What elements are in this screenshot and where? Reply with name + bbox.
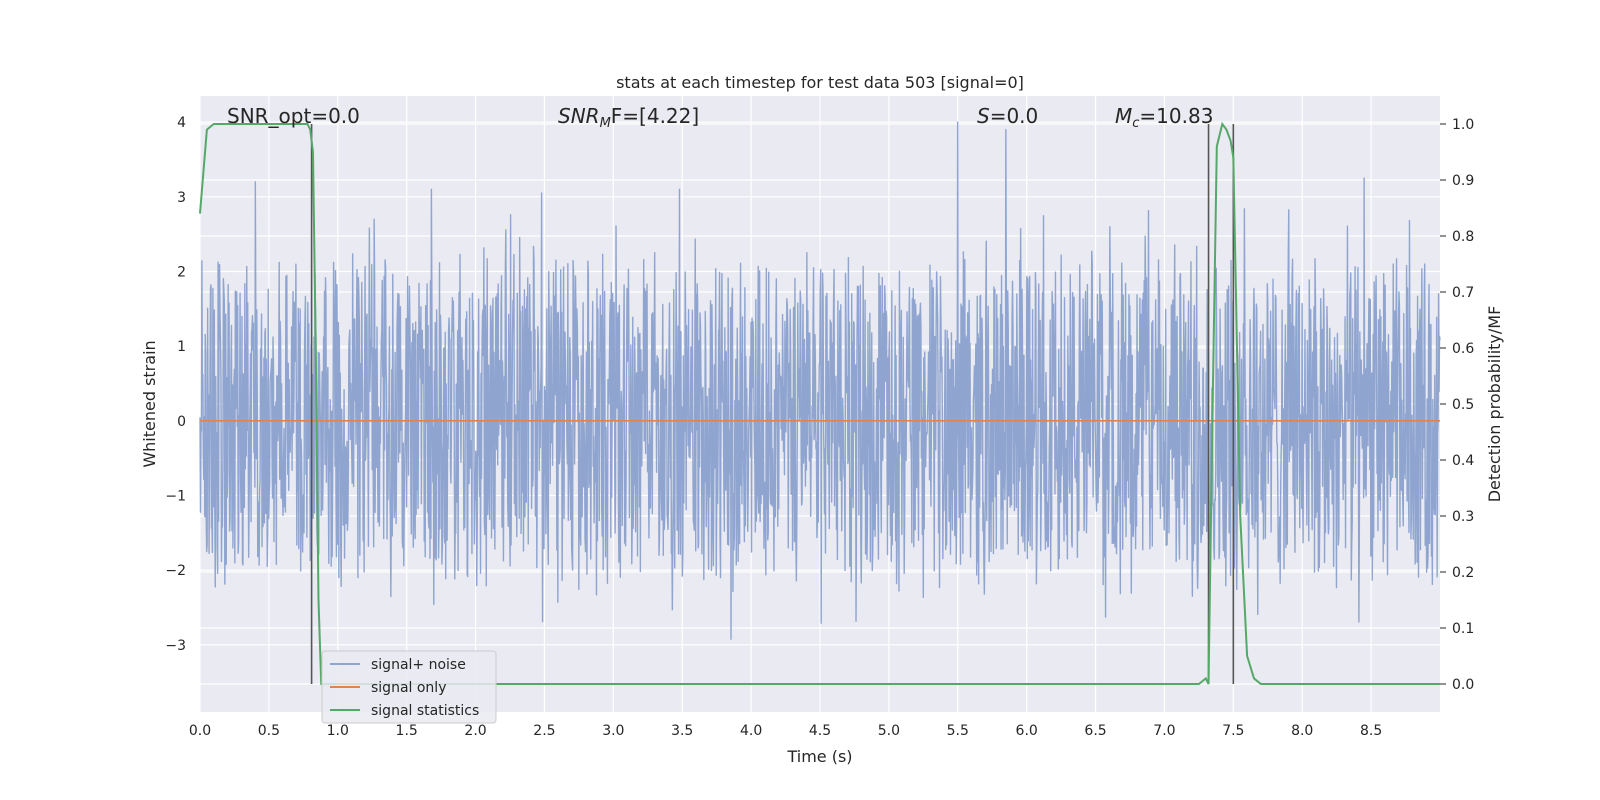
x-tick-label: 1.5 [396,723,418,739]
snr-mf-prefix: SNR [558,104,600,128]
legend-label-signal-only: signal only [371,680,446,696]
x-tick-label: 3.5 [671,723,693,739]
mc-subscript: c [1132,116,1139,131]
right-y-tick-label: 0.9 [1452,173,1474,189]
x-tick-label: 7.0 [1153,723,1175,739]
x-tick-label: 2.0 [464,723,486,739]
x-tick-label: 6.0 [1016,723,1038,739]
x-tick-label: 0.0 [189,723,211,739]
y-tick-label: −1 [165,488,186,504]
mc-value: =10.83 [1139,104,1213,128]
y-tick-label: −2 [165,563,186,579]
snr-mf-subscript: M [600,116,611,131]
right-y-tick-label: 1.0 [1452,117,1474,133]
mc-name: M [1115,104,1132,128]
x-tick-label: 8.5 [1360,723,1382,739]
x-axis-label: Time (s) [786,747,852,766]
y-tick-label: −3 [165,638,186,654]
annotation-mc: Mc=10.83 [1115,104,1213,131]
right-y-tick-label: 0.0 [1452,677,1474,693]
y-axis-ticks: −3 −2 −1 0 1 2 3 4 [165,115,186,654]
vertical-markers [310,124,1235,684]
right-y-tick-label: 0.3 [1452,509,1474,525]
s-value: =0.0 [990,104,1039,128]
right-y-axis-ticks: 0.0 0.1 0.2 0.3 0.4 0.5 0.6 0.7 0.8 0.9 1.0 [1440,117,1474,693]
x-tick-label: 6.5 [1084,723,1106,739]
right-y-tick-label: 0.5 [1452,397,1474,413]
right-y-tick-label: 0.4 [1452,453,1474,469]
chart-title: stats at each timestep for test data 503… [616,73,1024,92]
y-tick-label: 2 [177,264,186,280]
annotation-s: S=0.0 [977,104,1038,128]
right-y-tick-label: 0.2 [1452,565,1474,581]
snr-mf-value: F=[4.22] [611,104,699,128]
right-y-tick-label: 0.6 [1452,341,1474,357]
right-y-tick-label: 0.8 [1452,229,1474,245]
x-tick-label: 3.0 [602,723,624,739]
x-tick-label: 2.5 [533,723,555,739]
y-axis-label: Whitened strain [140,340,159,467]
legend-box [321,650,497,724]
x-tick-label: 0.5 [258,723,280,739]
x-tick-label: 5.0 [878,723,900,739]
legend: signal+ noise signal only signal statist… [321,650,497,724]
signal-statistics-line [199,121,1440,685]
annotation-snr-mf: SNRMF=[4.22] [558,104,699,131]
y-tick-label: 1 [177,339,186,355]
x-tick-label: 5.5 [947,723,969,739]
right-y-axis-label: Detection probability/MF [1485,306,1504,503]
x-tick-label: 4.0 [740,723,762,739]
x-tick-label: 7.5 [1222,723,1244,739]
s-name: S [977,104,990,128]
x-tick-label: 4.5 [809,723,831,739]
x-tick-label: 8.0 [1291,723,1313,739]
right-y-tick-label: 0.1 [1452,621,1474,637]
y-tick-label: 0 [177,414,186,430]
x-axis-ticks: 0.0 0.5 1.0 1.5 2.0 2.5 3.0 3.5 4.0 4.5 5.0 5.5 6.0 6… [189,723,1382,739]
right-y-tick-label: 0.7 [1452,285,1474,301]
annotation-snr-opt: SNR_opt=0.0 [227,104,360,128]
legend-label-signal-plus-noise: signal+ noise [371,657,466,673]
y-tick-label: 4 [177,115,186,131]
x-tick-label: 1.0 [327,723,349,739]
y-tick-label: 3 [177,190,186,206]
signal-statistics-series [199,121,1440,685]
legend-label-signal-statistics: signal statistics [371,703,479,719]
